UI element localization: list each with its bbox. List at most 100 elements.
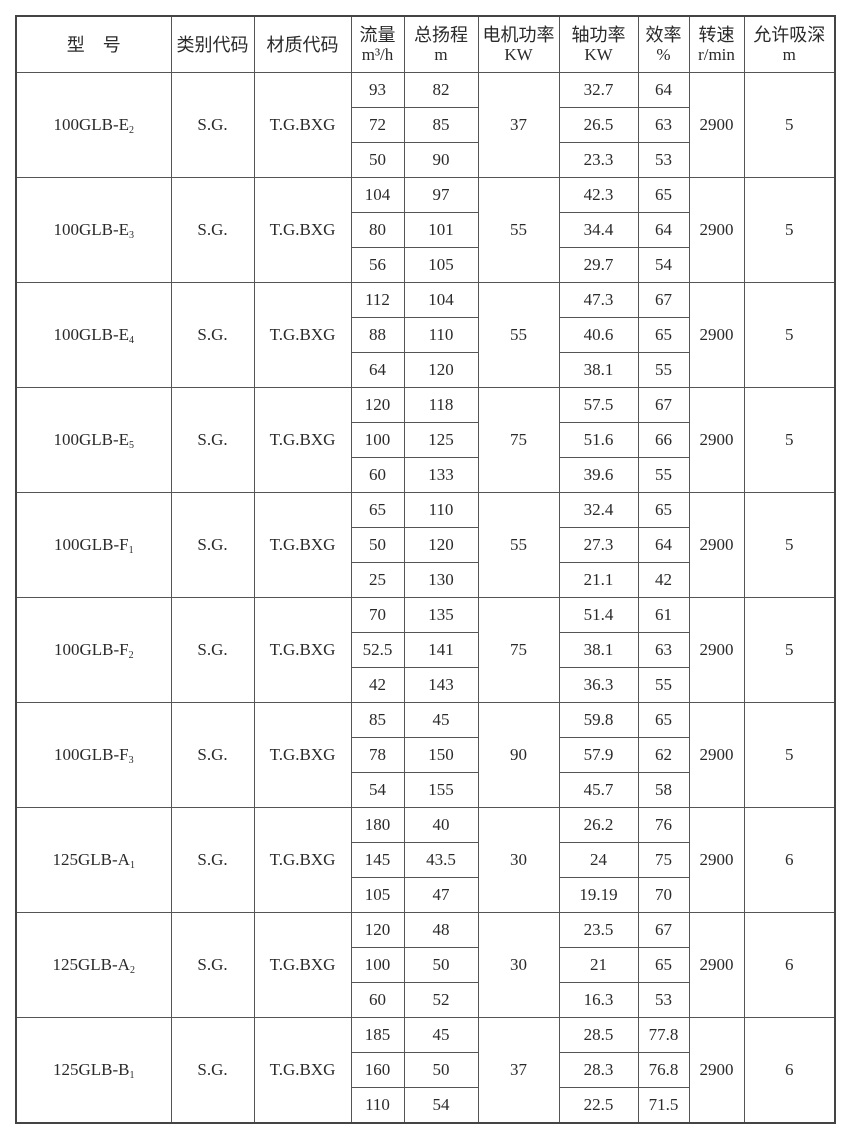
- table-row: 52.5 141 38.1 63: [16, 632, 835, 668]
- header-unit: m: [782, 44, 796, 64]
- model-cell: 100GLB-F2: [15, 597, 172, 703]
- model-cell: 125GLB-A1: [15, 807, 172, 913]
- table-row: 100GLB-E3 S.G. T.G.BXG 104 97 55 42.3 65 2900 5: [15, 177, 836, 283]
- efficiency-cell: 54: [637, 247, 690, 283]
- flow-cell: 54: [350, 772, 405, 808]
- category-code-cell: S.G.: [170, 177, 255, 283]
- header-unit: KW: [504, 44, 533, 64]
- speed-cell: 2900: [688, 177, 745, 283]
- model-cell: 100GLB-F1: [15, 492, 172, 598]
- header-efficiency: 效率%: [637, 15, 690, 73]
- header-label: 轴功率: [571, 24, 626, 45]
- head-cell: 48: [403, 912, 479, 948]
- shaft-power-cell: 21.1: [558, 562, 639, 598]
- category-code-cell: S.G.: [170, 72, 255, 178]
- efficiency-cell: 65: [637, 702, 690, 738]
- shaft-power-cell: 29.7: [558, 247, 639, 283]
- speed-cell: 2900: [688, 597, 745, 703]
- efficiency-cell: 61: [637, 597, 690, 633]
- head-cell: 85: [403, 107, 479, 143]
- shaft-power-cell: 24: [558, 842, 639, 878]
- flow-cell: 56: [350, 247, 405, 283]
- motor-power-cell: 75: [477, 597, 560, 703]
- head-cell: 155: [403, 772, 479, 808]
- flow-cell: 85: [350, 702, 405, 738]
- efficiency-cell: 62: [637, 737, 690, 773]
- shaft-power-cell: 32.7: [558, 72, 639, 108]
- header-speed: 转速 r/min: [688, 15, 745, 73]
- efficiency-cell: 65: [637, 492, 690, 528]
- flow-cell: 110: [350, 1087, 405, 1124]
- efficiency-cell: 67: [637, 282, 690, 318]
- table-row: 125GLB-A2 S.G. T.G.BXG 120 48 30 23.5 67 2900 6: [15, 912, 836, 1018]
- header-label: 电机功率: [482, 24, 555, 45]
- header-unit: r/min: [698, 44, 735, 64]
- speed-cell: 2900: [688, 1017, 745, 1124]
- head-cell: 141: [403, 632, 479, 668]
- flow-cell: 120: [350, 387, 405, 423]
- flow-cell: 64: [350, 352, 405, 388]
- table-row: 100GLB-F2 S.G. T.G.BXG 70 135 75 51.4 61 2900 5: [15, 597, 836, 703]
- shaft-power-cell: 59.8: [558, 702, 639, 738]
- flow-cell: 88: [350, 317, 405, 353]
- header-label: 允许吸深: [753, 24, 826, 45]
- shaft-power-cell: 22.5: [558, 1087, 639, 1124]
- table-row: 110 54 22.5 71.5: [16, 1087, 835, 1124]
- shaft-power-cell: 21: [558, 947, 639, 983]
- flow-cell: 185: [350, 1017, 405, 1053]
- head-cell: 82: [403, 72, 479, 108]
- model-cell: 100GLB-E2: [15, 72, 172, 178]
- flow-cell: 70: [350, 597, 405, 633]
- shaft-power-cell: 45.7: [558, 772, 639, 808]
- speed-cell: 2900: [688, 72, 745, 178]
- table-row: 125GLB-B1 S.G. T.G.BXG 185 45 37 28.5 77.8 2900 6: [15, 1017, 836, 1124]
- efficiency-cell: 76.8: [637, 1052, 690, 1088]
- material-code-cell: T.G.BXG: [253, 597, 352, 703]
- model-name: 125GLB-A: [52, 849, 130, 869]
- header-label: 总扬程: [414, 24, 468, 45]
- suction-depth-cell: 6: [743, 1017, 836, 1124]
- head-cell: 45: [403, 1017, 479, 1053]
- speed-cell: 2900: [688, 702, 745, 808]
- efficiency-cell: 58: [637, 772, 690, 808]
- category-code-cell: S.G.: [170, 282, 255, 388]
- category-code-cell: S.G.: [170, 807, 255, 913]
- speed-cell: 2900: [688, 387, 745, 493]
- head-cell: 101: [403, 212, 479, 248]
- header-label: 效率: [645, 24, 682, 45]
- suction-depth-cell: 5: [743, 177, 836, 283]
- motor-power-cell: 55: [477, 282, 560, 388]
- suction-depth-cell: 5: [743, 492, 836, 598]
- suction-depth-cell: 5: [743, 387, 836, 493]
- header-category-code: 类别代码: [170, 15, 255, 73]
- header-suction-depth: 允许吸深 m: [743, 15, 836, 73]
- shaft-power-cell: 39.6: [558, 457, 639, 493]
- table-row: 60 133 39.6 55: [16, 457, 835, 493]
- category-code-cell: S.G.: [170, 702, 255, 808]
- category-code-cell: S.G.: [170, 492, 255, 598]
- flow-cell: 80: [350, 212, 405, 248]
- model-subscript: 3: [129, 229, 135, 241]
- header-label: 类别代码: [176, 34, 249, 55]
- model-name: 125GLB-A: [52, 954, 130, 974]
- efficiency-cell: 53: [637, 142, 690, 178]
- head-cell: 104: [403, 282, 479, 318]
- header-unit: m: [434, 44, 448, 64]
- model-name: 100GLB-E: [53, 219, 130, 239]
- model-name: 100GLB-E: [53, 429, 130, 449]
- material-code-cell: T.G.BXG: [253, 282, 352, 388]
- flow-cell: 105: [350, 877, 405, 913]
- flow-cell: 50: [350, 142, 405, 178]
- efficiency-cell: 67: [637, 912, 690, 948]
- flow-cell: 50: [350, 527, 405, 563]
- efficiency-cell: 55: [637, 667, 690, 703]
- table-row: 100GLB-E2 S.G. T.G.BXG 93 82 37 32.7 64 2900 5: [15, 72, 836, 178]
- model-name: 100GLB-F: [53, 744, 129, 764]
- header-unit: m³/h: [361, 44, 394, 64]
- shaft-power-cell: 16.3: [558, 982, 639, 1018]
- header-head: 总扬程 m: [403, 15, 479, 73]
- efficiency-cell: 65: [637, 317, 690, 353]
- flow-cell: 78: [350, 737, 405, 773]
- flow-cell: 160: [350, 1052, 405, 1088]
- header-label: 材质代码: [266, 34, 339, 55]
